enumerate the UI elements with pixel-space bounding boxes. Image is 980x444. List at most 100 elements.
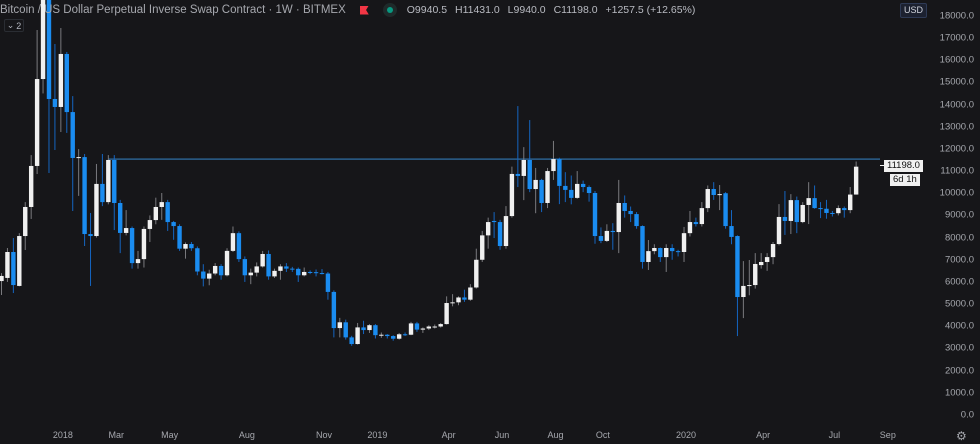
candle [723,192,728,229]
candle [533,167,538,214]
candle [438,322,443,328]
candle [586,185,592,202]
candle-body [699,208,705,225]
candle [788,194,794,235]
candle-body [853,166,859,195]
open-value: O9940.5 [406,4,448,16]
candle [812,185,817,209]
market-status-icon[interactable] [382,3,397,17]
y-tick-label: 14000.0 [939,99,974,111]
candle-body [284,266,289,269]
candle-body [717,194,722,196]
candle-body [212,265,218,274]
collapse-indicators-button[interactable]: ⌄ 2 [4,19,24,32]
candle [343,319,348,340]
candle [28,155,34,219]
flag-icon[interactable] [359,5,369,15]
candle [272,268,277,278]
candle-body [296,268,301,276]
candle [640,225,645,269]
candle-body [23,206,28,237]
candle-body [266,253,271,277]
candle-body [367,325,372,331]
candle-body [836,208,841,214]
candle-body [313,272,319,274]
candle [610,223,616,250]
candle-body [64,53,69,113]
candle [527,120,532,193]
y-tick-label: 7000.0 [944,254,974,266]
candle [396,332,402,340]
candle-body [622,202,627,211]
candle-body [640,226,645,262]
candle [296,267,301,282]
candle [818,202,823,219]
candle-body [147,220,153,229]
candle [88,212,93,286]
candle-body [391,336,396,339]
candle [129,226,135,269]
candle-body [28,165,34,207]
candle-body [770,244,776,258]
candle-body [349,337,354,345]
candle [563,172,568,203]
candle [699,202,705,227]
symbol-title[interactable]: Bitcoin / US Dollar Perpetual Inverse Sw… [0,4,346,16]
candle [207,269,212,286]
candle [664,244,669,272]
candle [189,242,194,251]
x-tick-label: Jun [494,430,510,440]
candle-body [141,228,147,260]
y-tick-label: 18000.0 [939,10,974,22]
candle [319,269,325,275]
candle [141,226,147,268]
candle [106,155,111,205]
settings-gear-icon[interactable]: ⚙ [956,429,967,443]
candle [195,246,200,276]
candle [135,250,141,269]
candle [408,321,414,336]
candle-body [669,248,675,252]
candle [580,180,586,193]
candle-body [776,216,782,245]
candle-body [100,183,105,203]
candle [592,191,598,244]
candle [46,0,52,174]
currency-button[interactable]: USD [900,3,928,18]
candle [450,294,455,307]
y-tick-label: 12000.0 [939,143,974,155]
candle-body [592,193,598,237]
candle [373,324,378,339]
candle-body [503,216,509,247]
candle-body [687,222,693,234]
candle [646,240,651,270]
candle [474,248,479,289]
chevron-down-icon: ⌄ [6,20,15,30]
candle-body [675,251,681,253]
candle [165,199,170,231]
candle [658,247,663,262]
candle [711,182,716,200]
candle [776,204,782,246]
candle-body [574,183,580,198]
candle-body [812,198,817,209]
candle [729,210,734,245]
candle [693,217,699,227]
last-price-label: 11198.0 [880,160,923,172]
candle [853,161,859,195]
candle-body [580,183,586,188]
candle-body [468,287,473,300]
candle [242,256,248,282]
candle [100,153,105,207]
candle [485,217,491,249]
candle [515,106,521,188]
candle [503,206,509,249]
candle [480,230,485,262]
candle-body [741,285,746,298]
candle-body [438,324,443,327]
candle [574,171,580,199]
change-value: +1257.5 (+12.65%) [605,4,696,16]
candle-body [17,236,22,286]
y-tick-label: 1000.0 [944,387,974,399]
